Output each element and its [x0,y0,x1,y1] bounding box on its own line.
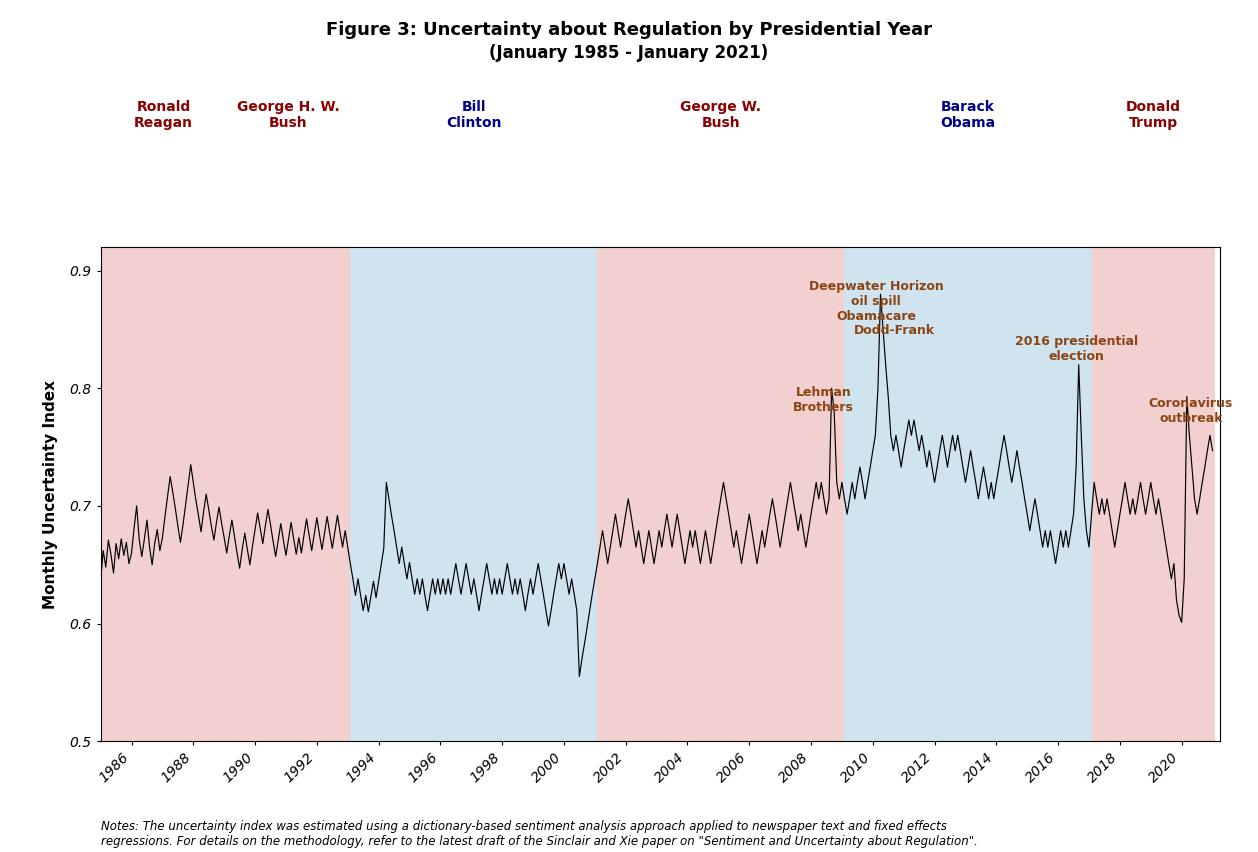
Text: Lehman
Brothers: Lehman Brothers [793,386,854,414]
Bar [598,247,844,741]
Bar [350,247,598,741]
Text: Notes: The uncertainty index was estimated using a dictionary-based sentiment an: Notes: The uncertainty index was estimat… [101,820,977,848]
Text: Bill
Clinton: Bill Clinton [447,100,502,130]
Text: (January 1985 - January 2021): (January 1985 - January 2021) [489,44,769,62]
Text: Barack
Obama: Barack Obama [941,100,995,130]
Text: George H. W.
Bush: George H. W. Bush [238,100,340,130]
Bar [101,247,226,741]
Text: George W.
Bush: George W. Bush [681,100,761,130]
Text: 2016 presidential
election: 2016 presidential election [1015,336,1138,363]
Text: Donald
Trump: Donald Trump [1126,100,1181,130]
Text: Dodd-Frank: Dodd-Frank [854,324,935,337]
Bar [1092,247,1215,741]
Text: Figure 3: Uncertainty about Regulation by Presidential Year: Figure 3: Uncertainty about Regulation b… [326,21,932,39]
Bar [844,247,1092,741]
Text: Ronald
Reagan: Ronald Reagan [135,100,194,130]
Text: Coronavirus
outbreak: Coronavirus outbreak [1149,396,1233,424]
Bar [226,247,350,741]
Text: Deepwater Horizon
oil spill
Obamacare: Deepwater Horizon oil spill Obamacare [809,280,944,323]
Y-axis label: Monthly Uncertainty Index: Monthly Uncertainty Index [43,380,58,608]
